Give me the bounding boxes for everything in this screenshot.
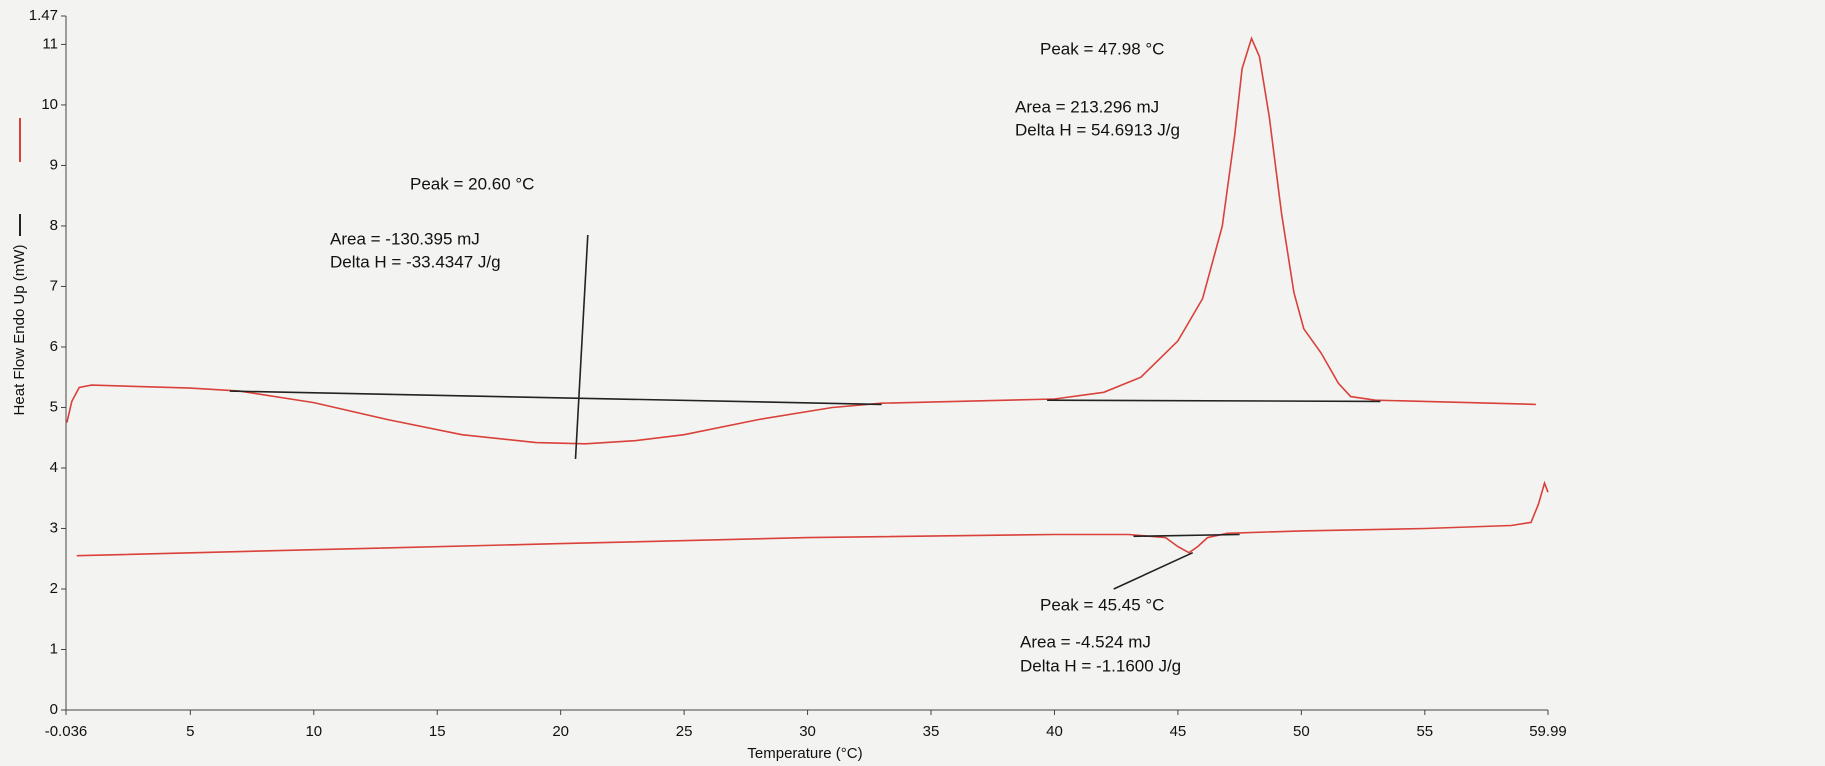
x-tick-label: 20 [552, 723, 569, 740]
x-tick-label: 55 [1416, 723, 1433, 740]
annotation: Area = 213.296 mJ [1015, 97, 1159, 116]
x-tick-label: 35 [923, 723, 940, 740]
y-tick-label: 0 [50, 701, 58, 718]
annotation: Delta H = -1.1600 J/g [1020, 656, 1181, 675]
x-axis-label: Temperature (°C) [747, 745, 862, 762]
x-tick-label: 30 [799, 723, 816, 740]
data-line [1113, 551, 1194, 590]
data-line [229, 390, 882, 406]
x-tick-label: 45 [1170, 723, 1187, 740]
annotation: Area = -4.524 mJ [1020, 632, 1151, 651]
y-tick-label: 4 [50, 459, 58, 476]
annotation: Peak = 47.98 °C [1040, 39, 1164, 58]
y-tick-label: 3 [50, 519, 58, 536]
y-tick-label: 10 [41, 96, 58, 113]
data-line [1133, 533, 1240, 538]
x-tick-label: 59.99 [1529, 723, 1567, 740]
annotation: Delta H = 54.6913 J/g [1015, 120, 1180, 139]
y-tick-label: 9 [50, 156, 58, 173]
data-line [66, 36, 1536, 445]
y-tick-label: 1 [50, 640, 58, 657]
data-line [574, 234, 589, 459]
x-tick-label: 15 [429, 723, 446, 740]
y-tick-label: 2 [50, 580, 58, 597]
x-tick-label: 50 [1293, 723, 1310, 740]
x-tick-label: 10 [305, 723, 322, 740]
y-tick-label: 5 [50, 398, 58, 415]
annotation: Delta H = -33.4347 J/g [330, 252, 501, 271]
annotation: Area = -130.395 mJ [330, 229, 480, 248]
x-tick-label: -0.036 [45, 723, 88, 740]
annotation: Peak = 20.60 °C [410, 174, 534, 193]
y-axis-label: Heat Flow Endo Up (mW) [11, 245, 28, 416]
data-line [76, 480, 1549, 557]
y-tick-label: 6 [50, 338, 58, 355]
annotation: Peak = 45.45 °C [1040, 595, 1164, 614]
y-tick-label: 1.47 [29, 7, 58, 24]
y-tick-label: 11 [42, 35, 58, 52]
y-tick-label: 7 [50, 277, 58, 294]
x-tick-label: 40 [1046, 723, 1063, 740]
x-tick-label: 5 [186, 723, 194, 740]
data-line [1047, 399, 1381, 403]
x-tick-label: 25 [676, 723, 693, 740]
y-tick-label: 8 [50, 217, 58, 234]
